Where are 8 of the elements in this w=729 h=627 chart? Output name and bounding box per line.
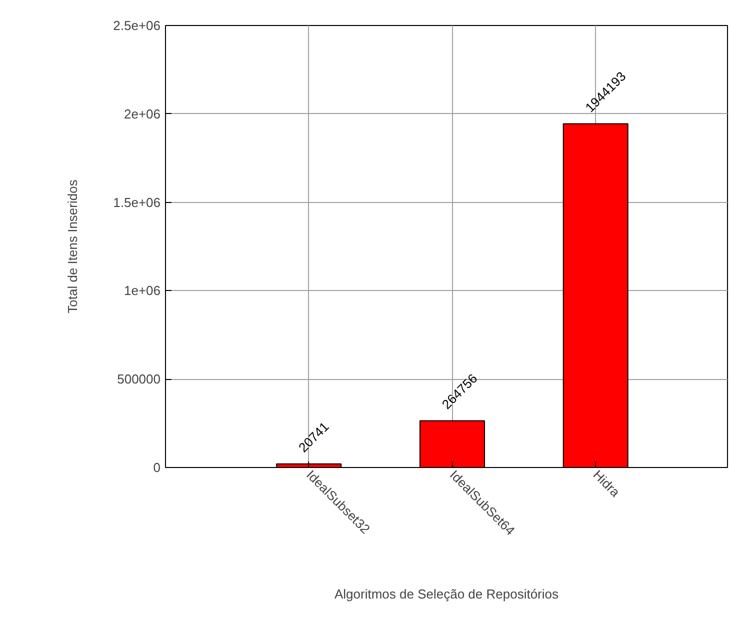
y-axis-title: Total de Itens Inseridos xyxy=(65,179,80,314)
y-tick-label: 500000 xyxy=(117,372,161,387)
y-tick-label: 0 xyxy=(153,460,161,475)
y-tick-label: 1e+06 xyxy=(124,283,161,298)
x-axis-title: Algoritmos de Seleção de Repositórios xyxy=(334,586,560,602)
y-tick-label: 2e+06 xyxy=(124,106,161,122)
y-tick-label: 1.5e+06 xyxy=(113,194,161,210)
y-tick-label: 2.5e+06 xyxy=(113,18,161,33)
